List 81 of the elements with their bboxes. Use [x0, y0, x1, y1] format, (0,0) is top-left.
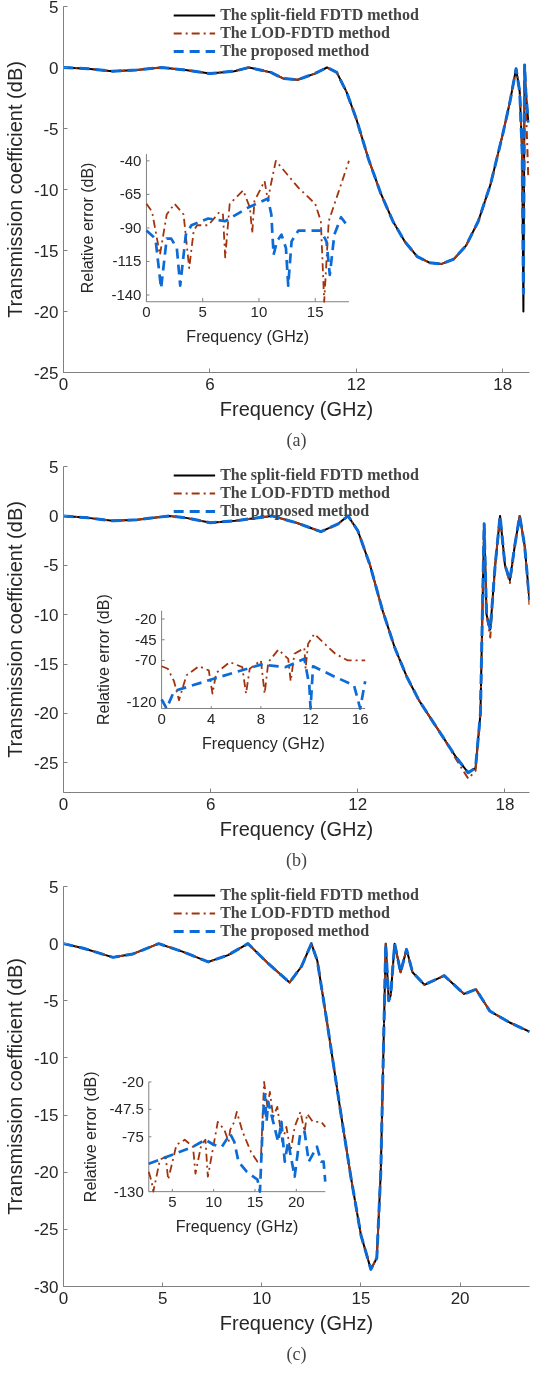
legend-label: The LOD-FDTD method [220, 484, 390, 502]
x-tick-label: 18 [495, 794, 515, 814]
x-axis-title: Frequency (GHz) [186, 327, 310, 345]
x-tick-label: 10 [252, 1288, 272, 1308]
y-tick-label: 5 [49, 877, 59, 897]
x-tick-label: 18 [493, 374, 513, 394]
x-tick-label: 6 [205, 794, 216, 814]
x-axis-title: Frequency (GHz) [219, 397, 374, 420]
legend-label: The LOD-FDTD method [220, 24, 390, 42]
y-axis-title: Relative error (dB) [81, 1071, 99, 1203]
y-tick-label: -70 [134, 651, 157, 669]
y-axis-title: Transmission coefficient (dB) [3, 958, 26, 1215]
y-tick-label: -15 [33, 241, 59, 261]
y-tick-label: -10 [33, 1048, 59, 1068]
x-tick-label: 12 [346, 374, 366, 394]
y-tick-label: -130 [113, 1182, 144, 1200]
x-tick-label: 10 [205, 1192, 222, 1210]
y-tick-label: -45 [134, 630, 157, 648]
y-tick-label: -20 [122, 1072, 144, 1090]
legend-label: The proposed method [220, 922, 370, 940]
y-tick-label: -20 [134, 610, 157, 628]
x-axis-title: Frequency (GHz) [219, 817, 374, 840]
legend-label: The proposed method [220, 42, 370, 60]
y-tick-label: -25 [33, 1220, 59, 1240]
y-tick-label: -5 [43, 991, 59, 1011]
x-tick-label: 10 [250, 302, 268, 320]
y-tick-label: -30 [33, 1277, 59, 1297]
text: (b) [286, 849, 308, 871]
y-tick-label: -10 [33, 180, 59, 200]
y-axis-title: Relative error (dB) [79, 162, 97, 294]
y-tick-label: -20 [33, 1163, 59, 1183]
y-tick-label: 0 [49, 506, 59, 526]
y-axis-title: Relative error (dB) [94, 594, 112, 725]
y-tick-label: -20 [33, 704, 59, 724]
y-tick-label: -25 [33, 753, 59, 773]
x-tick-label: 4 [207, 709, 216, 727]
y-tick-label: -15 [33, 655, 59, 675]
y-tick-label: -75 [122, 1127, 144, 1145]
legend-label: The split-field FDTD method [220, 466, 419, 484]
y-tick-label: -10 [33, 605, 59, 625]
y-tick-label: 0 [49, 58, 59, 78]
legend-label: The split-field FDTD method [220, 886, 419, 904]
x-tick-label: 5 [198, 302, 207, 320]
x-tick-label: 15 [246, 1192, 264, 1210]
y-tick-label: -15 [33, 1106, 59, 1126]
y-tick-label: -5 [43, 119, 59, 139]
x-axis-title: Frequency (GHz) [219, 1311, 374, 1334]
y-tick-label: -120 [126, 692, 157, 710]
x-axis-title: Frequency (GHz) [202, 734, 325, 752]
text: (a) [286, 429, 307, 451]
y-tick-label: -40 [119, 151, 142, 169]
x-tick-label: 15 [351, 1288, 371, 1308]
y-tick-label: 5 [49, 457, 59, 477]
y-tick-label: -20 [33, 302, 59, 322]
text: (c) [286, 1343, 307, 1365]
x-tick-label: 6 [205, 374, 215, 394]
x-tick-label: 5 [168, 1192, 177, 1210]
y-tick-label: -115 [112, 252, 142, 270]
x-tick-label: 12 [348, 794, 368, 814]
x-axis-title: Frequency (GHz) [175, 1217, 299, 1235]
x-tick-label: 16 [351, 709, 369, 727]
x-tick-label: 8 [256, 709, 266, 727]
x-tick-label: 20 [287, 1192, 305, 1210]
line-series [63, 942, 530, 1271]
y-tick-label: -140 [111, 286, 142, 304]
y-tick-label: -5 [43, 556, 59, 576]
x-tick-label: 15 [306, 302, 324, 320]
y-tick-label: -47.5 [109, 1100, 144, 1118]
y-tick-label: 0 [49, 934, 59, 954]
x-tick-label: 20 [450, 1288, 470, 1308]
legend-label: The proposed method [220, 502, 370, 520]
x-tick-label: 12 [302, 709, 319, 727]
legend-label: The split-field FDTD method [220, 6, 419, 24]
y-tick-label: -65 [119, 185, 142, 203]
y-axis-title: Transmission coefficient (dB) [3, 501, 26, 758]
y-tick-label: 5 [49, 0, 59, 17]
legend-label: The LOD-FDTD method [220, 904, 390, 922]
y-axis-title: Transmission coefficient (dB) [3, 61, 26, 318]
y-tick-label: -90 [119, 218, 142, 236]
line-series [160, 633, 367, 702]
y-tick-label: -25 [33, 363, 59, 383]
